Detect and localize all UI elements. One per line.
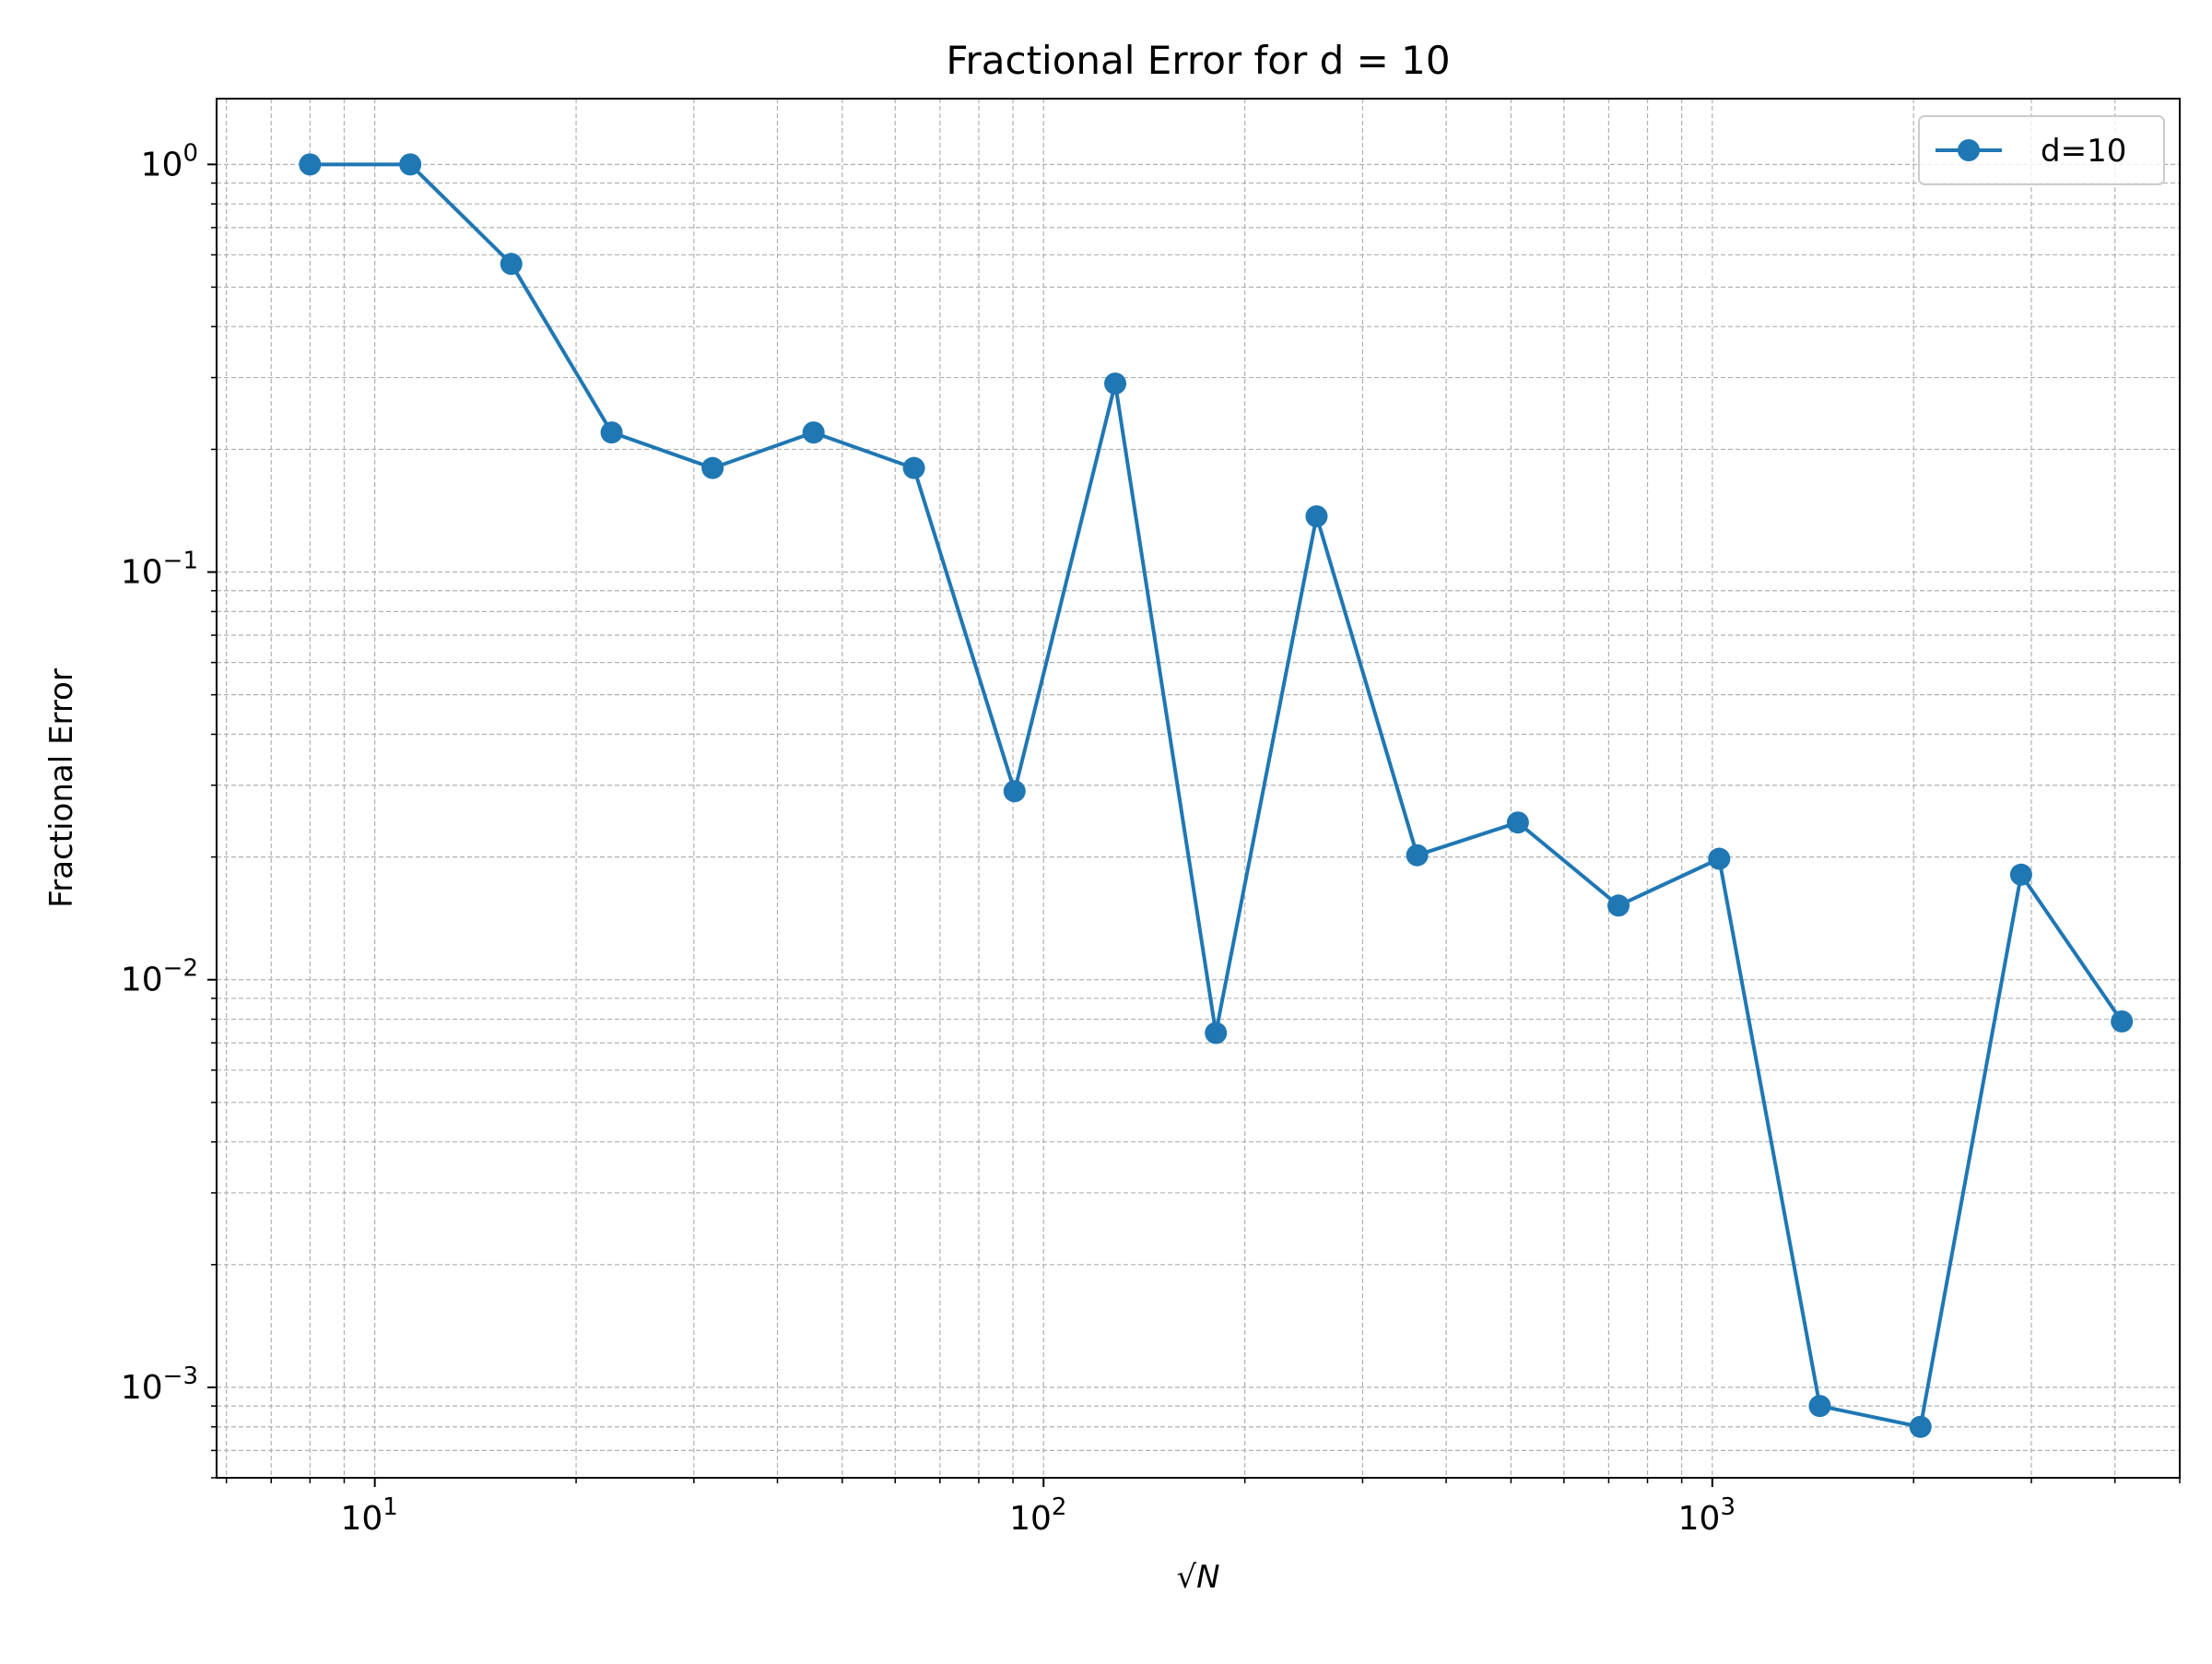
data-point: [1506, 811, 1529, 834]
data-point: [399, 153, 422, 176]
chart-title: Fractional Error for d = 10: [946, 38, 1450, 83]
legend: d=10: [1918, 115, 2165, 185]
data-point: [600, 421, 623, 444]
legend-marker-swatch: [1958, 139, 1980, 161]
x-tick-label: 102: [1009, 1493, 1066, 1538]
x-tick-label: 101: [340, 1493, 397, 1538]
legend-label: d=10: [2041, 133, 2126, 170]
data-point: [1305, 505, 1328, 528]
y-tick-label: 10−1: [121, 548, 198, 592]
tick-layer: 101 102 103 100 10−1 10−2 10−3: [121, 139, 2181, 1538]
data-point: [1205, 1021, 1228, 1044]
data-point: [2111, 1009, 2134, 1033]
data-point: [902, 456, 925, 479]
data-point: [1909, 1415, 1932, 1438]
data-point: [299, 153, 322, 176]
data-point: [500, 253, 523, 276]
y-tick-label: 100: [141, 139, 198, 183]
marker-layer: [299, 153, 2134, 1438]
data-point: [1406, 844, 1429, 867]
data-point: [1003, 780, 1026, 803]
data-point: [1607, 894, 1630, 917]
data-point: [1104, 372, 1127, 395]
legend-box: [1918, 115, 2165, 185]
x-axis-label: √N: [1176, 1559, 1219, 1596]
y-tick-label: 10−3: [121, 1363, 198, 1407]
data-point: [802, 421, 825, 444]
data-point: [1708, 847, 1731, 870]
data-point: [2009, 863, 2032, 886]
grid-layer: [217, 99, 2181, 1479]
y-axis-label: Fractional Error: [43, 668, 80, 908]
x-tick-label: 103: [1678, 1493, 1735, 1538]
data-point: [701, 456, 724, 479]
plot-area-frame: [216, 98, 2181, 1479]
y-tick-label: 10−2: [121, 955, 198, 999]
data-point: [1808, 1395, 1831, 1418]
